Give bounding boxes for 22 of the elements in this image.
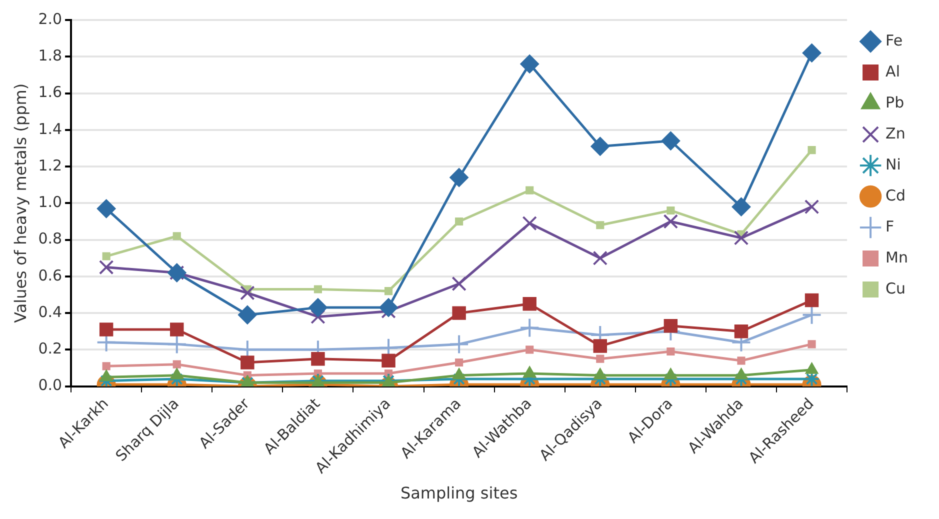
y-tick-label: 0.2 <box>38 340 62 358</box>
y-tick-label: 0.8 <box>38 230 62 248</box>
y-tick-label: 0.6 <box>38 266 62 284</box>
y-tick-label: 2.0 <box>38 10 62 28</box>
y-tick-label: 1.2 <box>38 156 62 174</box>
legend-label: Cu <box>886 279 906 298</box>
y-tick-label: 1.4 <box>38 120 62 138</box>
legend-label: F <box>886 217 894 236</box>
legend-label: Ni <box>886 155 901 174</box>
legend-label: Pb <box>886 93 904 112</box>
y-tick-label: 0.0 <box>38 376 62 394</box>
x-axis-title: Sampling sites <box>400 484 518 503</box>
legend-label: Cd <box>886 186 906 204</box>
y-tick-label: 1.6 <box>38 83 62 102</box>
legend-label: Fe <box>886 31 903 50</box>
y-tick-label: 0.4 <box>38 302 62 321</box>
y-tick-label: 1.0 <box>38 193 62 212</box>
legend-label: Al <box>886 62 900 80</box>
y-tick-label: 1.8 <box>38 46 62 65</box>
legend-label: Zn <box>886 124 906 142</box>
y-axis-title: Values of heavy metals (ppm) <box>10 83 30 323</box>
legend-label: Mn <box>886 248 908 266</box>
